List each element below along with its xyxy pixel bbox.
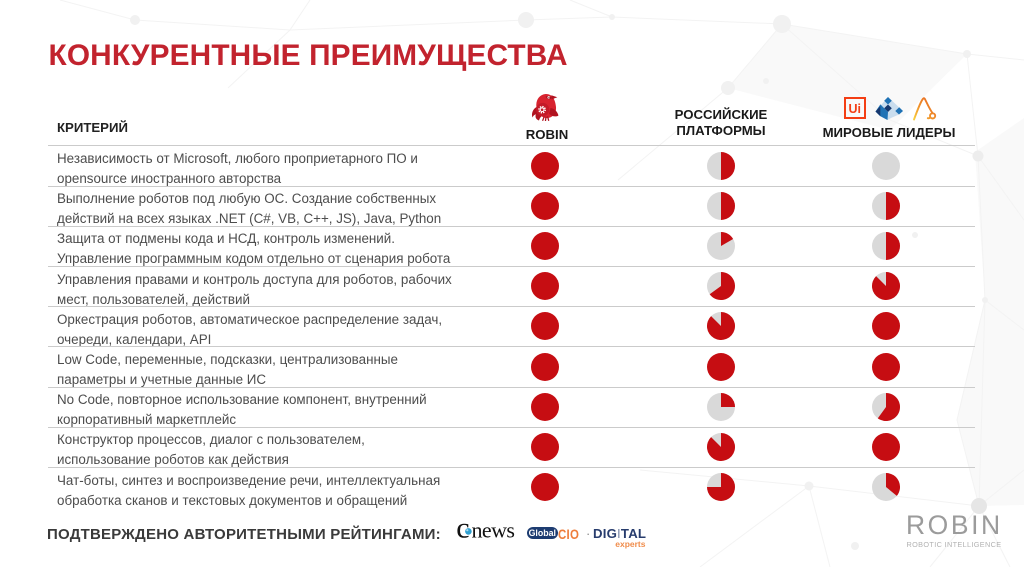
svg-text:c: c	[456, 519, 469, 545]
svg-text:Ui: Ui	[848, 102, 861, 116]
svg-text:news: news	[472, 519, 515, 543]
